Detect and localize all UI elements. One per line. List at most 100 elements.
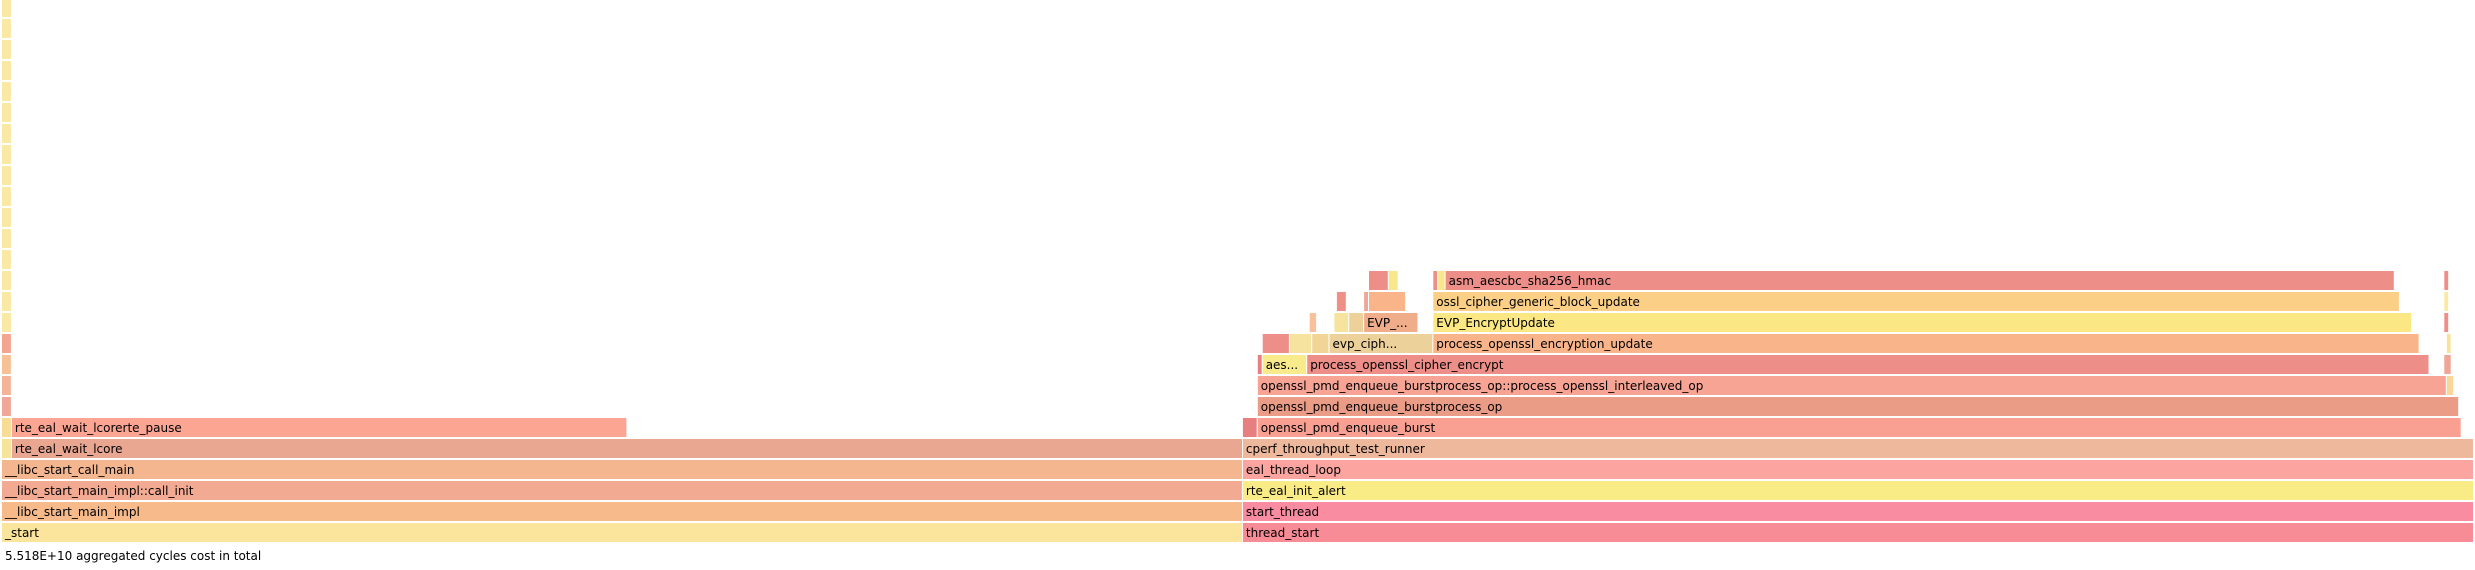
frame-unnamed-58[interactable] — [2, 124, 11, 143]
frame-rect[interactable] — [2, 292, 11, 311]
frame-unnamed-53[interactable] — [2, 229, 11, 248]
frame-unnamed-33[interactable] — [1309, 313, 1317, 332]
frame-rect[interactable] — [1364, 313, 1418, 332]
frame-rect[interactable] — [1309, 313, 1317, 332]
frame-openssl-pmd-enqueue-burstprocess-op-process-openssl-interleaved-op[interactable]: openssl_pmd_enqueue_burstprocess_op::pro… — [1257, 376, 2446, 395]
frame-unnamed-27[interactable] — [1289, 334, 1312, 353]
frame-rect[interactable] — [1242, 418, 1257, 437]
frame-unnamed-24[interactable] — [2444, 355, 2451, 374]
frame-rect[interactable] — [2, 460, 1242, 479]
frame-rect[interactable] — [2, 418, 11, 437]
frame-rect[interactable] — [1388, 271, 1398, 290]
frame-unnamed-62[interactable] — [2, 40, 11, 59]
frame-rect[interactable] — [2, 229, 11, 248]
frame-unnamed-47[interactable] — [1388, 271, 1398, 290]
frame-libc-start-call-main[interactable]: __libc_start_call_main — [2, 460, 1242, 479]
frame-rect[interactable] — [1312, 334, 1329, 353]
frame-libc-start-main-impl-call-init[interactable]: __libc_start_main_impl::call_init — [2, 481, 1242, 500]
frame-rect[interactable] — [2, 271, 11, 290]
frame-unnamed-59[interactable] — [2, 103, 11, 122]
frame-rect[interactable] — [2444, 271, 2449, 290]
frame-ossl-cipher-generic-block-update[interactable]: ossl_cipher_generic_block_update — [1433, 292, 2399, 311]
frame-rect[interactable] — [2, 523, 1242, 542]
frame-asm-aescbc-sha256-hmac[interactable]: asm_aescbc_sha256_hmac — [1445, 271, 2394, 290]
frame-unnamed-56[interactable] — [2, 166, 11, 185]
frame-rte-eal-init-alert[interactable]: rte_eal_init_alert — [1242, 481, 2473, 500]
frame-rect[interactable] — [2444, 292, 2449, 311]
frame-unnamed-35[interactable] — [1349, 313, 1363, 332]
frame-unnamed-55[interactable] — [2, 187, 11, 206]
frame-rect[interactable] — [1242, 502, 2473, 521]
frame-rect[interactable] — [1438, 271, 1445, 290]
frame-rect[interactable] — [2, 208, 11, 227]
frame-unnamed-49[interactable] — [1438, 271, 1445, 290]
frame-rect[interactable] — [2444, 313, 2449, 332]
frame-unnamed-17[interactable] — [2, 376, 11, 395]
frame-rect[interactable] — [1433, 271, 1438, 290]
frame-rect[interactable] — [1289, 334, 1312, 353]
frame-rect[interactable] — [1262, 334, 1289, 353]
frame-process-openssl-cipher-encrypt[interactable]: process_openssl_cipher_encrypt — [1307, 355, 2429, 374]
frame-rect[interactable] — [2, 355, 11, 374]
frame-rect[interactable] — [2446, 334, 2451, 353]
frame-rect[interactable] — [2446, 376, 2454, 395]
frame-rect[interactable] — [1364, 292, 1368, 311]
frame-rect[interactable] — [2, 40, 11, 59]
frame-rect[interactable] — [1334, 313, 1349, 332]
frame-rect[interactable] — [11, 439, 1242, 458]
frame-rect[interactable] — [1242, 523, 2473, 542]
frame-start[interactable]: _start — [2, 523, 1242, 542]
frame-unnamed-15[interactable] — [2, 397, 11, 416]
frame-eal-thread-loop[interactable]: eal_thread_loop — [1242, 460, 2473, 479]
frame-unnamed-51[interactable] — [2444, 271, 2449, 290]
frame-unnamed-38[interactable] — [2444, 313, 2449, 332]
frame-evp-ciph[interactable]: evp_ciph... — [1329, 334, 1433, 353]
frame-unnamed-11[interactable] — [2, 418, 11, 437]
frame-start-thread[interactable]: start_thread — [1242, 502, 2473, 521]
frame-rect[interactable] — [2, 334, 11, 353]
frame-rect[interactable] — [2, 124, 11, 143]
frame-rect[interactable] — [2, 19, 11, 38]
frame-unnamed-52[interactable] — [2, 250, 11, 269]
frame-rect[interactable] — [1242, 439, 2473, 458]
frame-rect[interactable] — [1433, 313, 2412, 332]
frame-unnamed-54[interactable] — [2, 208, 11, 227]
frame-rect[interactable] — [1329, 334, 1433, 353]
frame-rect[interactable] — [1369, 292, 1406, 311]
frame-unnamed-13[interactable] — [1242, 418, 1257, 437]
frame-rect[interactable] — [1369, 271, 1388, 290]
frame-unnamed-44[interactable] — [2444, 292, 2449, 311]
frame-rect[interactable] — [2, 481, 1242, 500]
frame-rect[interactable] — [1242, 481, 2473, 500]
frame-unnamed-21[interactable] — [1257, 355, 1262, 374]
frame-unnamed-25[interactable] — [2, 334, 11, 353]
frame-rect[interactable] — [1445, 271, 2394, 290]
frame-unnamed-40[interactable] — [1336, 292, 1346, 311]
frame-rect[interactable] — [2, 0, 11, 17]
frame-unnamed-57[interactable] — [2, 145, 11, 164]
frame-rte-eal-wait-lcorerte-pause[interactable]: rte_eal_wait_lcorerte_pause — [11, 418, 627, 437]
frame-unnamed-60[interactable] — [2, 82, 11, 101]
frame-unnamed-20[interactable] — [2, 355, 11, 374]
frame-unnamed-39[interactable] — [2, 292, 11, 311]
frame-unnamed-26[interactable] — [1262, 334, 1289, 353]
frame-unnamed-42[interactable] — [1369, 292, 1406, 311]
frame-unnamed-31[interactable] — [2446, 334, 2451, 353]
frame-rte-eal-wait-lcore[interactable]: rte_eal_wait_lcore — [11, 439, 1242, 458]
frame-rect[interactable] — [2444, 355, 2451, 374]
frame-rect[interactable] — [1257, 355, 1262, 374]
frame-rect[interactable] — [1257, 397, 2459, 416]
frame-rect[interactable] — [2, 166, 11, 185]
frame-libc-start-main-impl[interactable]: __libc_start_main_impl — [2, 502, 1242, 521]
frame-rect[interactable] — [2, 502, 1242, 521]
frame-rect[interactable] — [2, 82, 11, 101]
frame-rect[interactable] — [2, 145, 11, 164]
frame-unnamed-28[interactable] — [1312, 334, 1329, 353]
frame-unnamed-46[interactable] — [1369, 271, 1388, 290]
frame-process-openssl-encryption-update[interactable]: process_openssl_encryption_update — [1433, 334, 2419, 353]
frame-evp[interactable]: EVP_... — [1364, 313, 1418, 332]
frame-unnamed-19[interactable] — [2446, 376, 2454, 395]
frame-rect[interactable] — [1242, 460, 2473, 479]
frame-rect[interactable] — [1336, 292, 1346, 311]
frame-unnamed-34[interactable] — [1334, 313, 1349, 332]
